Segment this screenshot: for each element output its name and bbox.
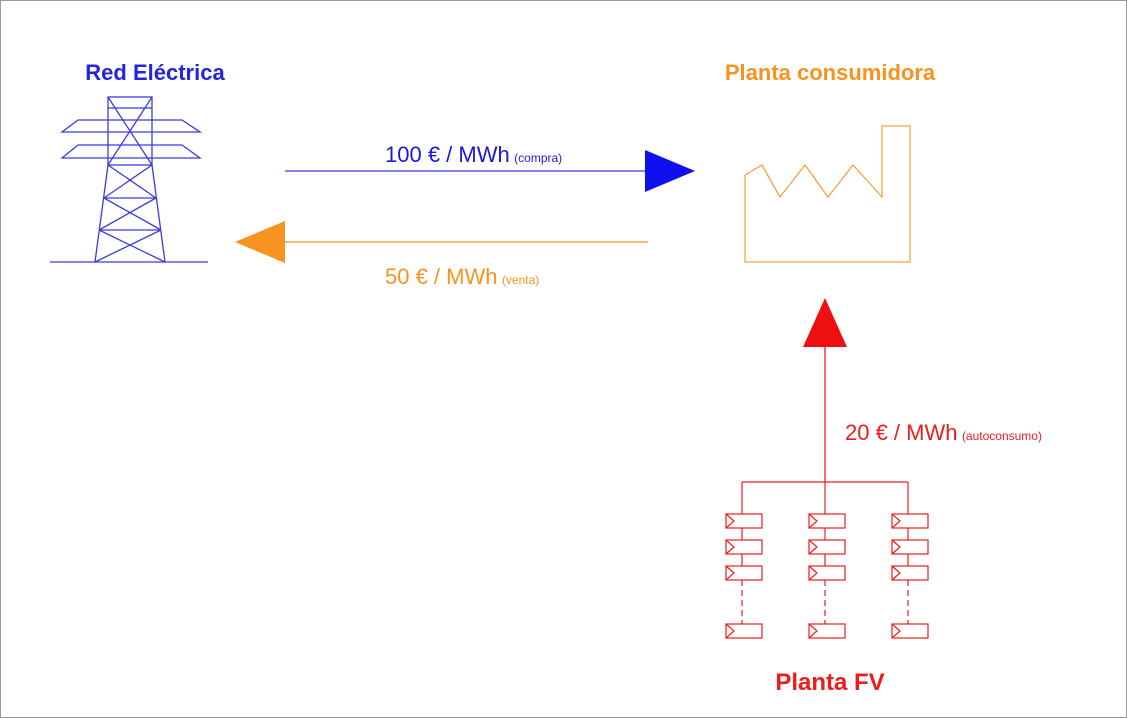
- sell-arrowhead: [235, 221, 285, 263]
- tower-icon: [50, 96, 208, 263]
- pv-module: [808, 513, 846, 529]
- grid-label: Red Eléctrica: [85, 60, 225, 85]
- pv-symbol: [725, 513, 735, 529]
- pv-module: [725, 513, 763, 529]
- pv-module: [891, 565, 929, 581]
- pv-symbol: [808, 513, 818, 529]
- pv-array: [725, 481, 929, 639]
- factory-icon: [744, 125, 911, 263]
- pv-symbol: [725, 539, 735, 555]
- pv-symbol: [891, 539, 901, 555]
- pv-module: [891, 539, 929, 555]
- pv-symbol: [725, 623, 735, 639]
- buy-price: 100 € / MWh: [385, 142, 510, 167]
- sell-label: 50 € / MWh (venta): [385, 264, 539, 289]
- pv-module: [891, 623, 929, 639]
- self-price: 20 € / MWh: [845, 420, 957, 445]
- pv-symbol: [891, 623, 901, 639]
- pv-module: [891, 513, 929, 529]
- pv-symbol: [808, 623, 818, 639]
- pv-symbol: [808, 539, 818, 555]
- pv-symbol: [891, 513, 901, 529]
- pv-title: Planta FV: [775, 669, 884, 696]
- self-note: (autoconsumo): [962, 429, 1042, 443]
- pv-symbol: [808, 565, 818, 581]
- pv-module: [725, 565, 763, 581]
- plant-label: Planta consumidora: [725, 60, 936, 85]
- buy-note: (compra): [514, 151, 562, 165]
- pv-module: [808, 539, 846, 555]
- pv-module: [808, 623, 846, 639]
- pv-module: [808, 565, 846, 581]
- self-label: 20 € / MWh (autoconsumo): [845, 420, 1042, 445]
- buy-arrowhead: [645, 150, 695, 192]
- sell-note: (venta): [502, 273, 539, 287]
- pv-label: Planta FV: [775, 669, 884, 696]
- pv-module: [725, 623, 763, 639]
- plant-title: Planta consumidora: [725, 60, 936, 85]
- grid-title: Red Eléctrica: [85, 60, 225, 85]
- sell-price: 50 € / MWh: [385, 264, 497, 289]
- self-arrowhead: [803, 298, 847, 347]
- pv-symbol: [725, 565, 735, 581]
- buy-label: 100 € / MWh (compra): [385, 142, 562, 167]
- pv-module: [725, 539, 763, 555]
- pv-symbol: [891, 565, 901, 581]
